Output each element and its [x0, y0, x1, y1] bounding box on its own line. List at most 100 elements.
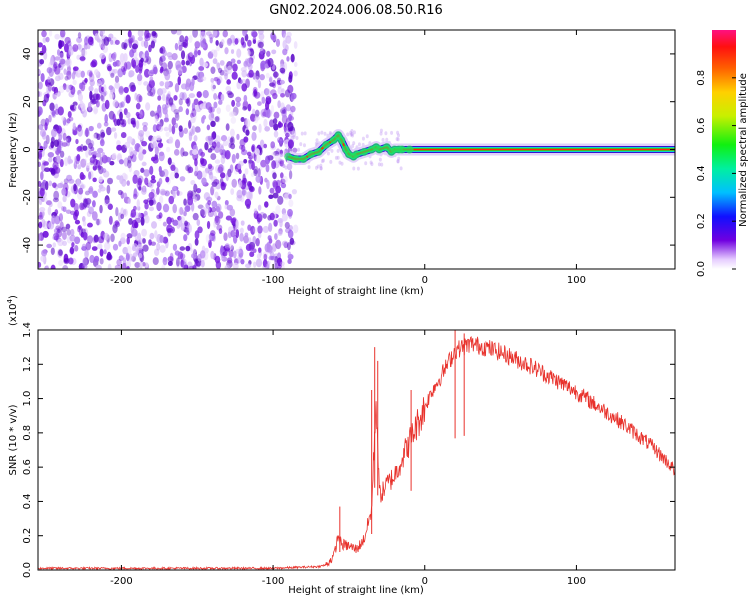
- noise-point: [159, 80, 165, 87]
- noise-point: [112, 113, 116, 123]
- noise-point: [60, 58, 67, 67]
- noise-point: [128, 38, 133, 49]
- noise-point: [264, 63, 269, 70]
- noise-point: [277, 230, 283, 236]
- noise-point: [168, 136, 174, 144]
- noise-point: [123, 61, 128, 72]
- noise-point: [134, 217, 141, 224]
- noise-point: [132, 43, 138, 50]
- noise-point: [283, 193, 290, 200]
- noise-point: [135, 248, 139, 255]
- noise-point: [104, 113, 109, 124]
- noise-point: [210, 120, 216, 128]
- noise-point: [205, 102, 212, 110]
- noise-point: [117, 189, 123, 196]
- noise-point: [109, 160, 115, 166]
- noise-point: [222, 30, 228, 38]
- noise-point: [225, 85, 232, 92]
- noise-point: [257, 80, 262, 89]
- noise-point: [79, 202, 85, 211]
- noise-point: [199, 57, 204, 67]
- noise-point: [268, 194, 274, 200]
- snr-x-tick-label: 0: [422, 576, 428, 587]
- noise-point: [75, 138, 79, 145]
- noise-point: [284, 149, 288, 154]
- noise-point: [53, 235, 59, 241]
- noise-point: [235, 219, 239, 229]
- noise-point: [53, 190, 60, 201]
- noise-point: [213, 220, 217, 228]
- noise-point: [185, 82, 190, 92]
- noise-point: [314, 141, 318, 146]
- noise-point: [190, 179, 196, 186]
- noise-point: [287, 258, 292, 264]
- noise-point: [120, 101, 125, 108]
- noise-point: [210, 82, 216, 92]
- noise-point: [173, 95, 178, 101]
- noise-point: [120, 132, 127, 139]
- noise-point: [61, 116, 65, 121]
- noise-point: [142, 238, 146, 244]
- snr-series: [38, 330, 675, 570]
- noise-point: [164, 81, 170, 87]
- spectrogram-x-tick-label: -100: [262, 275, 285, 286]
- noise-point: [194, 238, 199, 246]
- noise-point: [163, 126, 169, 132]
- noise-point: [123, 42, 128, 49]
- noise-point: [128, 70, 135, 78]
- noise-point: [72, 66, 79, 72]
- noise-point: [58, 249, 63, 256]
- noise-point: [87, 222, 93, 228]
- noise-point: [175, 261, 181, 269]
- spectrogram-x-tick-label: -200: [110, 275, 133, 286]
- noise-point: [109, 92, 114, 100]
- noise-point: [171, 125, 176, 135]
- noise-point: [151, 30, 157, 37]
- noise-point: [272, 261, 279, 269]
- noise-point: [136, 93, 142, 103]
- noise-point: [141, 228, 148, 237]
- noise-point: [95, 100, 100, 108]
- noise-point: [194, 158, 198, 167]
- snr-y-tick-label: 0.8: [22, 425, 33, 441]
- noise-point: [235, 152, 240, 160]
- noise-point: [77, 124, 82, 132]
- noise-point: [248, 69, 254, 78]
- noise-point: [315, 138, 319, 143]
- noise-point: [40, 128, 46, 137]
- noise-point: [251, 131, 256, 142]
- noise-point: [76, 154, 81, 162]
- noise-point: [104, 99, 110, 110]
- noise-point: [156, 242, 161, 251]
- noise-point: [290, 53, 295, 63]
- noise-point: [287, 139, 294, 149]
- noise-point: [240, 220, 245, 226]
- noise-point: [105, 156, 111, 163]
- noise-point: [38, 42, 43, 48]
- noise-point: [84, 190, 90, 196]
- noise-point: [99, 186, 106, 192]
- noise-point: [182, 151, 189, 157]
- noise-point: [106, 184, 111, 194]
- noise-point: [351, 144, 355, 149]
- noise-point: [349, 130, 353, 135]
- noise-point: [103, 249, 107, 255]
- noise-point: [384, 131, 388, 136]
- noise-point: [148, 191, 155, 199]
- noise-point: [63, 258, 70, 265]
- noise-point: [207, 210, 214, 218]
- noise-point: [99, 138, 105, 147]
- noise-point: [193, 183, 198, 193]
- noise-point: [277, 217, 284, 224]
- noise-point: [73, 183, 77, 192]
- noise-point: [399, 166, 403, 171]
- noise-point: [126, 136, 133, 144]
- noise-point: [138, 253, 143, 259]
- noise-point: [76, 72, 81, 78]
- noise-point: [287, 251, 292, 258]
- noise-point: [222, 251, 228, 257]
- noise-point: [172, 190, 176, 200]
- noise-point: [126, 233, 133, 239]
- noise-point: [252, 108, 256, 115]
- noise-point: [316, 164, 320, 169]
